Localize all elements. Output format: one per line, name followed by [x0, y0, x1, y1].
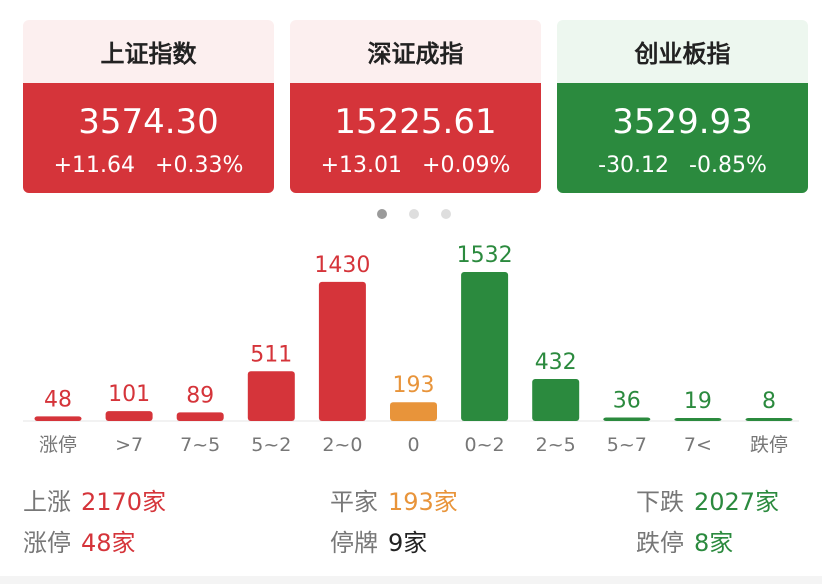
- stat-limit-down: 跌停 8家: [636, 523, 733, 558]
- bar-6: [461, 272, 509, 421]
- bar-value-label-4: 1430: [314, 253, 370, 278]
- bar-value-label-1: 101: [108, 382, 150, 407]
- stat-up-label: 上涨: [23, 488, 71, 516]
- bar-value-label-6: 1532: [457, 243, 513, 268]
- index-value: 3529.93: [612, 102, 753, 142]
- rise-fall-distribution-chart: 48 涨停 101 >7 89 7~5 511 5~2 1430 2~0 193 0 1532 0~2 43…: [23, 243, 799, 456]
- index-card-shanghai[interactable]: 上证指数 3574.30 +11.64 +0.33%: [23, 20, 274, 193]
- stat-down: 下跌 2027家: [636, 482, 779, 517]
- category-label-0: 涨停: [39, 434, 77, 456]
- carousel-dot-2[interactable]: [409, 209, 419, 219]
- bar-8: [603, 417, 651, 421]
- stat-flat-label: 平家: [330, 488, 378, 516]
- stat-limit-up-label: 涨停: [23, 529, 71, 557]
- index-card-body: 3529.93 -30.12 -0.85%: [557, 83, 808, 193]
- index-change-pct: +0.33%: [155, 153, 244, 178]
- bar-value-label-0: 48: [44, 387, 72, 412]
- category-label-4: 2~0: [322, 434, 362, 456]
- bar-value-label-7: 432: [535, 350, 577, 375]
- index-card-title: 深证成指: [290, 20, 541, 83]
- stat-flat-value: 193家: [388, 488, 458, 516]
- stat-limit-up: 涨停 48家: [23, 523, 136, 558]
- stat-flat: 平家 193家: [330, 482, 458, 517]
- bar-10: [745, 418, 793, 421]
- index-change-row: -30.12 -0.85%: [557, 153, 808, 178]
- index-change: +13.01: [320, 153, 403, 178]
- bar-0: [34, 416, 82, 421]
- category-label-2: 7~5: [180, 434, 220, 456]
- bar-value-label-2: 89: [186, 383, 214, 408]
- category-label-9: 7<: [684, 434, 712, 456]
- stat-up: 上涨 2170家: [23, 482, 166, 517]
- index-value: 3574.30: [78, 102, 219, 142]
- bar-7: [532, 378, 580, 421]
- index-card-body: 3574.30 +11.64 +0.33%: [23, 83, 274, 193]
- index-card-body: 15225.61 +13.01 +0.09%: [290, 83, 541, 193]
- stat-limit-up-value: 48家: [81, 529, 136, 557]
- category-label-3: 5~2: [251, 434, 291, 456]
- index-change: -30.12: [598, 153, 670, 178]
- index-card-title: 上证指数: [23, 20, 274, 83]
- index-card-shenzhen[interactable]: 深证成指 15225.61 +13.01 +0.09%: [290, 20, 541, 193]
- category-label-5: 0: [407, 434, 419, 456]
- stat-up-value: 2170家: [81, 488, 167, 516]
- stat-down-label: 下跌: [636, 488, 684, 516]
- index-card-title: 创业板指: [557, 20, 808, 83]
- bar-3: [247, 371, 295, 421]
- carousel-dot-1[interactable]: [377, 209, 387, 219]
- bar-1: [105, 411, 153, 421]
- bar-4: [318, 281, 366, 421]
- index-value: 15225.61: [334, 102, 497, 142]
- stat-down-value: 2027家: [694, 488, 780, 516]
- bar-9: [674, 418, 722, 421]
- bar-value-label-8: 36: [613, 388, 641, 413]
- carousel-indicator: [377, 209, 451, 219]
- bottom-divider: [0, 576, 822, 584]
- stat-limit-down-label: 跌停: [636, 529, 684, 557]
- category-label-1: >7: [115, 434, 143, 456]
- category-label-7: 2~5: [536, 434, 576, 456]
- carousel-dot-3[interactable]: [441, 209, 451, 219]
- bar-value-label-10: 8: [762, 389, 776, 414]
- index-card-chinext[interactable]: 创业板指 3529.93 -30.12 -0.85%: [557, 20, 808, 193]
- stat-suspended: 停牌 9家: [330, 523, 427, 558]
- stat-suspended-label: 停牌: [330, 529, 378, 557]
- category-label-6: 0~2: [465, 434, 505, 456]
- category-label-10: 跌停: [750, 434, 788, 456]
- category-label-8: 5~7: [607, 434, 647, 456]
- bar-value-label-3: 511: [250, 342, 292, 367]
- bar-5: [390, 402, 437, 421]
- index-change-row: +11.64 +0.33%: [23, 153, 274, 178]
- stat-limit-down-value: 8家: [694, 529, 734, 557]
- index-change-pct: -0.85%: [689, 153, 767, 178]
- index-change-row: +13.01 +0.09%: [290, 153, 541, 178]
- bar-2: [176, 412, 224, 421]
- bar-value-label-9: 19: [684, 389, 712, 414]
- stat-suspended-value: 9家: [388, 529, 428, 557]
- bar-value-label-5: 193: [393, 373, 435, 398]
- index-change: +11.64: [53, 153, 136, 178]
- index-change-pct: +0.09%: [422, 153, 511, 178]
